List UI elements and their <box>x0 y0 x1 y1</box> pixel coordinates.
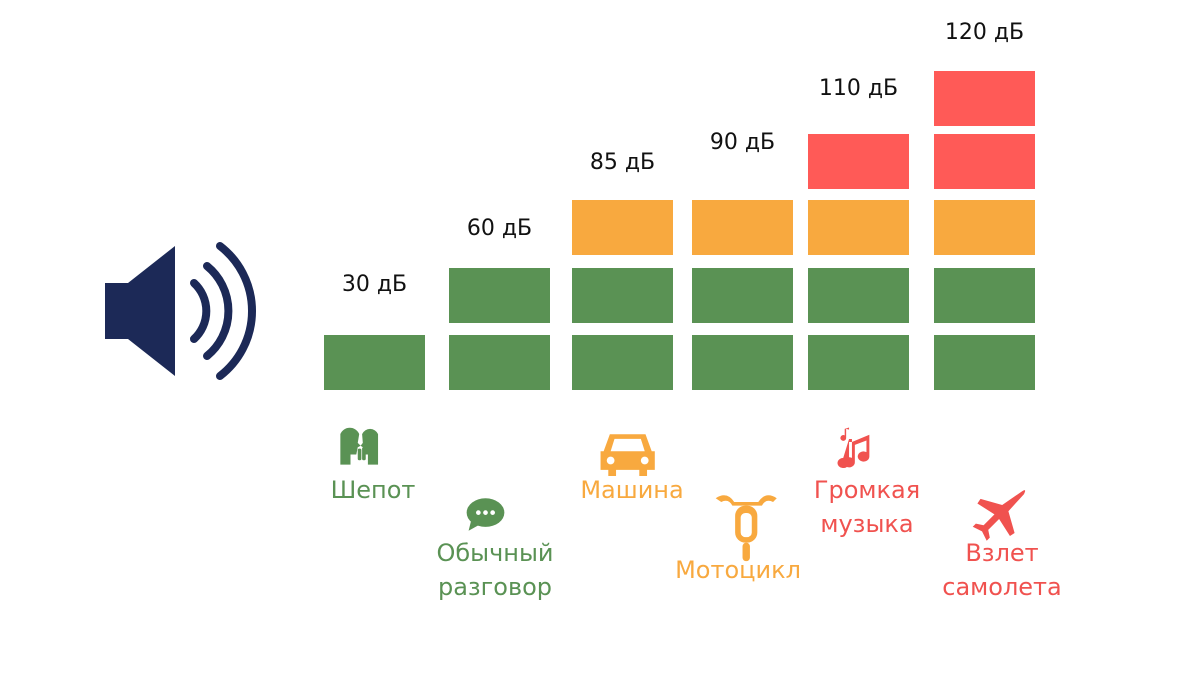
bar-5-segment-2 <box>808 268 909 323</box>
bar-6-segment-5 <box>934 71 1035 126</box>
bar-3-segment-1 <box>572 335 673 390</box>
bar-5-segment-3 <box>808 200 909 255</box>
motorcycle-icon <box>715 495 777 562</box>
bar-2-segment-2 <box>449 268 550 323</box>
category-label-6-line-1: Взлет <box>965 539 1039 567</box>
category-label-1-line-1: Шепот <box>330 476 416 504</box>
bar-3-segment-2 <box>572 268 673 323</box>
bar-5-segment-1 <box>808 335 909 390</box>
bar-5-segment-4 <box>808 134 909 189</box>
bar-6-segment-4 <box>934 134 1035 189</box>
bar-2-segment-1 <box>449 335 550 390</box>
category-label-2-line-1: Обычный <box>436 539 554 567</box>
bar-4-segment-1 <box>692 335 793 390</box>
bar-1-segment-1 <box>324 335 425 390</box>
category-label-6-line-2: самолета <box>942 573 1062 601</box>
bar-1-value-label: 30 дБ <box>341 272 408 297</box>
bar-6-segment-3 <box>934 200 1035 255</box>
whisper-icon <box>340 427 379 465</box>
bar-2-value-label: 60 дБ <box>466 216 533 241</box>
category-label-5-line-1: Громкая <box>813 476 921 504</box>
bar-6-segment-1 <box>934 335 1035 390</box>
speech-bubble-icon <box>466 498 505 531</box>
bar-6-segment-2 <box>934 268 1035 323</box>
music-notes-icon <box>837 427 870 469</box>
category-label-2-line-2: разговор <box>437 573 553 601</box>
category-label-5-line-2: музыка <box>820 510 914 538</box>
car-icon <box>600 434 655 477</box>
bar-4-value-label: 90 дБ <box>709 130 776 155</box>
bar-3-segment-3 <box>572 200 673 255</box>
bar-6-value-label: 120 дБ <box>944 20 1025 45</box>
speaker-volume-icon <box>105 242 257 380</box>
bar-4-segment-3 <box>692 200 793 255</box>
bar-3-value-label: 85 дБ <box>589 150 656 175</box>
category-label-3-line-1: Машина <box>580 476 684 504</box>
bar-4-segment-2 <box>692 268 793 323</box>
category-label-4-line-1: Мотоцикл <box>675 556 801 584</box>
airplane-icon <box>972 490 1026 541</box>
bar-5-value-label: 110 дБ <box>818 76 899 101</box>
